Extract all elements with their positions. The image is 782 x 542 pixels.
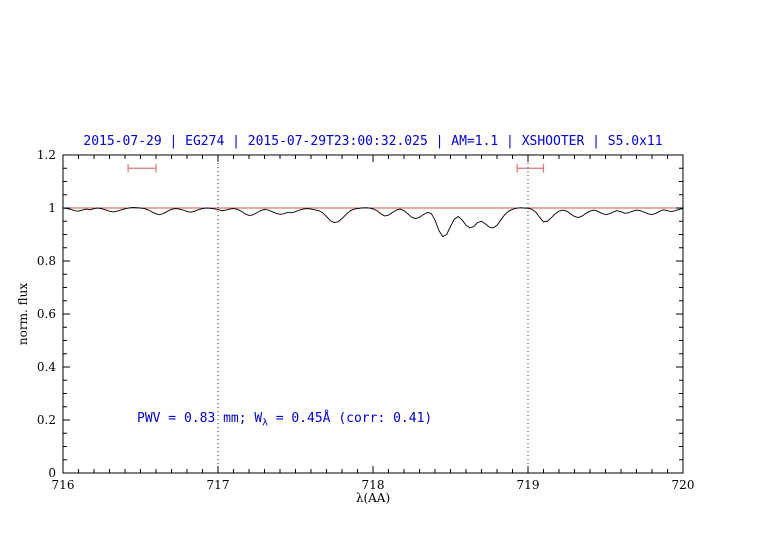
tick-label: 0.8 <box>37 254 56 268</box>
tick-label: 0 <box>48 466 56 480</box>
tick-label: 1.2 <box>37 148 56 162</box>
pwv-annotation-suffix: = 0.45Å (corr: 0.41) <box>267 411 433 426</box>
pwv-annotation-prefix: PWV = 0.83 mm; W <box>137 411 263 426</box>
plot-title: 2015-07-29 | EG274 | 2015-07-29T23:00:32… <box>83 134 663 149</box>
tick-label: 716 <box>52 478 75 492</box>
tick-label: 718 <box>362 478 385 492</box>
tick-label: 1 <box>48 201 56 215</box>
y-axis-label: norm. flux <box>16 282 30 346</box>
tick-label: 720 <box>672 478 695 492</box>
tick-label: 0.6 <box>37 307 56 321</box>
spectrum-line <box>62 207 684 238</box>
band-marker <box>127 164 157 173</box>
tick-label: 717 <box>207 478 230 492</box>
pwv-annotation: PWV = 0.83 mm; Wλ = 0.45Å (corr: 0.41) <box>137 411 432 429</box>
tick-label: 719 <box>517 478 540 492</box>
x-axis-label: λ(AA) <box>355 491 391 505</box>
tick-label: 0.4 <box>37 360 56 374</box>
band-marker <box>516 164 545 173</box>
tick-label: 0.2 <box>37 413 56 427</box>
pwv-annotation-subscript: λ <box>262 417 268 429</box>
